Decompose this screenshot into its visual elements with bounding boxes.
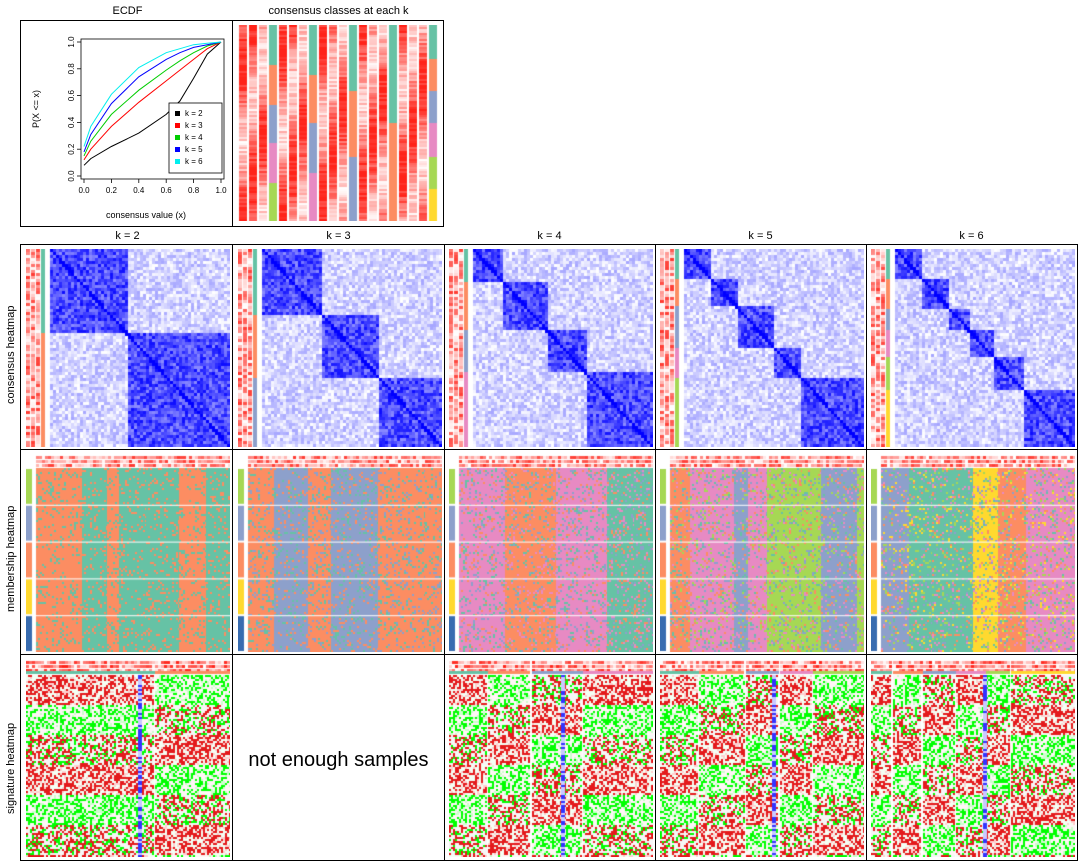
ecdf-plot: 0.0 0.2 0.4 0.6 0.8 1.0 0.0 0.2 0.4 0.6 0.8 1.0 k …	[31, 36, 227, 220]
ecdf-legend-swatch	[175, 159, 180, 164]
signature-panel-k4	[444, 654, 656, 861]
consensus-panel-k4	[444, 244, 656, 450]
ecdf-legend-label: k = 4	[185, 133, 203, 142]
membership-heatmap-k5	[660, 454, 864, 652]
ecdf-legend-swatch	[175, 123, 180, 128]
ecdf-xlabel: consensus value (x)	[106, 210, 186, 220]
signature-panel-k3: not enough samples	[232, 654, 445, 861]
signature-heatmap-k5	[660, 659, 864, 857]
consensus-heatmap-k5	[660, 249, 864, 447]
ecdf-plot-box	[80, 38, 225, 180]
signature-heatmap-k4	[449, 659, 653, 857]
consensus-classes-heatmap	[238, 25, 438, 221]
ecdf-legend-label: k = 5	[185, 145, 203, 154]
signature-panel-k6	[866, 654, 1078, 861]
ecdf-line-k5	[83, 41, 222, 153]
ecdf-x-tick-label: 0.4	[133, 186, 145, 195]
membership-heatmap-k6	[871, 454, 1075, 652]
ecdf-legend-swatch	[175, 147, 180, 152]
ecdf-title: ECDF	[112, 5, 143, 17]
ecdf-series	[83, 41, 222, 166]
ecdf-line-k4	[83, 41, 222, 157]
membership-panel-k3	[232, 449, 445, 655]
row-label-membership: membership heatmap	[5, 505, 17, 612]
ecdf-legend-swatch	[175, 135, 180, 140]
classes-panel	[232, 20, 444, 227]
ecdf-legend-swatch	[175, 111, 180, 116]
ecdf-y-tick-label: 0.4	[67, 116, 76, 128]
ecdf-x-tick-label: 0.2	[106, 186, 118, 195]
ecdf-legend-label: k = 2	[185, 109, 203, 118]
consensus-panel-k3	[232, 244, 445, 450]
ecdf-x-tick-label: 0.6	[161, 186, 173, 195]
consensus-panel-k2	[20, 244, 233, 450]
ecdf-y-tick-label: 0.8	[67, 63, 76, 75]
ecdf-x-tick-label: 0.0	[78, 186, 90, 195]
membership-heatmap-k2	[26, 454, 230, 652]
ecdf-x-axis: 0.0 0.2 0.4 0.6 0.8 1.0	[78, 179, 227, 195]
row-label-signature: signature heatmap	[5, 722, 17, 814]
consensus-heatmap-k2	[26, 249, 230, 447]
membership-panel-k4	[444, 449, 656, 655]
classes-title: consensus classes at each k	[268, 5, 409, 17]
consensus-heatmap-k4	[449, 249, 653, 447]
consensus-heatmap-k3	[238, 249, 442, 447]
ecdf-legend: k = 2 k = 3 k = 4 k = 5 k = 6	[168, 102, 223, 174]
signature-panel-k2	[20, 654, 233, 861]
membership-panel-k2	[20, 449, 233, 655]
membership-panel-k6	[866, 449, 1078, 655]
ecdf-x-tick-label: 0.8	[188, 186, 200, 195]
membership-panel-k5	[655, 449, 867, 655]
ecdf-line-k6	[83, 41, 222, 147]
k-title-3: k = 3	[326, 230, 351, 242]
k-title-4: k = 4	[537, 230, 562, 242]
ecdf-x-tick-label: 1.0	[215, 186, 227, 195]
consensus-panel-k5	[655, 244, 867, 450]
k-title-6: k = 6	[959, 230, 984, 242]
k-title-2: k = 2	[115, 230, 140, 242]
ecdf-panel: 0.0 0.2 0.4 0.6 0.8 1.0 0.0 0.2 0.4 0.6 0.8 1.0 k …	[20, 20, 233, 227]
consensus-heatmap-k6	[871, 249, 1075, 447]
membership-heatmap-k3	[238, 454, 442, 652]
ecdf-legend-label: k = 6	[185, 157, 203, 166]
ecdf-line-k3	[83, 41, 222, 161]
consensus-panel-k6	[866, 244, 1078, 450]
signature-heatmap-k6	[871, 659, 1075, 857]
ecdf-y-tick-label: 0.2	[67, 143, 76, 155]
ecdf-y-tick-label: 0.6	[67, 89, 76, 101]
signature-panel-k5	[655, 654, 867, 861]
ecdf-line-k2	[83, 41, 222, 166]
k-title-5: k = 5	[748, 230, 773, 242]
ecdf-y-tick-label: 0.0	[67, 170, 76, 182]
ecdf-y-tick-label: 1.0	[67, 36, 76, 48]
not-enough-samples-message: not enough samples	[248, 749, 429, 771]
signature-heatmap-k2	[26, 659, 230, 857]
ecdf-legend-label: k = 3	[185, 121, 203, 130]
ecdf-ylabel: P(X <= x)	[31, 90, 41, 128]
ecdf-y-axis: 0.0 0.2 0.4 0.6 0.8 1.0	[67, 36, 81, 182]
membership-heatmap-k4	[449, 454, 653, 652]
row-label-consensus: consensus heatmap	[5, 305, 17, 404]
